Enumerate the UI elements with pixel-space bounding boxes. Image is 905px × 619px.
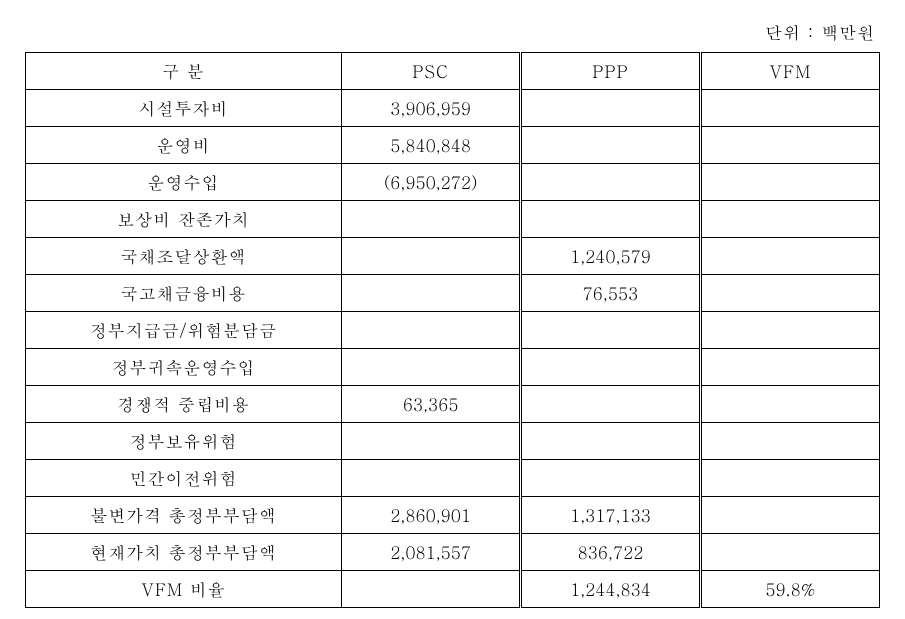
cell-psc: 2,081,557 [341, 534, 520, 571]
cell-ppp [521, 201, 700, 238]
table-row: 현재가치 총정부부담액 2,081,557 836,722 [26, 534, 880, 571]
cell-ppp: 1,240,579 [521, 238, 700, 275]
cell-category: 민간이전위험 [26, 460, 342, 497]
cell-vfm [700, 423, 879, 460]
unit-label: 단위 : 백만원 [25, 20, 880, 44]
cell-ppp [521, 312, 700, 349]
cell-vfm [700, 127, 879, 164]
cell-psc [341, 275, 520, 312]
cell-category: 국고채금융비용 [26, 275, 342, 312]
cell-vfm [700, 460, 879, 497]
cell-ppp [521, 164, 700, 201]
cell-psc: 5,840,848 [341, 127, 520, 164]
cell-ppp [521, 460, 700, 497]
cell-ppp: 76,553 [521, 275, 700, 312]
table-body: 시설투자비 3,906,959 운영비 5,840,848 운영수입 (6,95… [26, 90, 880, 608]
cell-category: 불변가격 총정부부담액 [26, 497, 342, 534]
cell-vfm: 59.8% [700, 571, 879, 608]
cell-psc [341, 312, 520, 349]
cell-vfm [700, 349, 879, 386]
cell-psc [341, 238, 520, 275]
cell-category: 국채조달상환액 [26, 238, 342, 275]
table-row: VFM 비율 1,244,834 59.8% [26, 571, 880, 608]
table-row: 국고채금융비용 76,553 [26, 275, 880, 312]
table-row: 정부보유위험 [26, 423, 880, 460]
cell-vfm [700, 90, 879, 127]
cell-psc [341, 423, 520, 460]
cell-category: 시설투자비 [26, 90, 342, 127]
cell-vfm [700, 238, 879, 275]
table-row: 국채조달상환액 1,240,579 [26, 238, 880, 275]
cell-psc [341, 571, 520, 608]
table-header-row: 구 분 PSC PPP VFM [26, 53, 880, 90]
col-header-category: 구 분 [26, 53, 342, 90]
cell-category: 현재가치 총정부부담액 [26, 534, 342, 571]
table-row: 시설투자비 3,906,959 [26, 90, 880, 127]
cell-category: 경쟁적 중립비용 [26, 386, 342, 423]
cell-vfm [700, 386, 879, 423]
cell-psc [341, 201, 520, 238]
col-header-vfm: VFM [700, 53, 879, 90]
cell-vfm [700, 164, 879, 201]
cell-category: 운영비 [26, 127, 342, 164]
table-row: 운영비 5,840,848 [26, 127, 880, 164]
cell-category: 정부보유위험 [26, 423, 342, 460]
cell-category: VFM 비율 [26, 571, 342, 608]
col-header-psc: PSC [341, 53, 520, 90]
cell-vfm [700, 497, 879, 534]
table-row: 운영수입 (6,950,272) [26, 164, 880, 201]
cell-psc [341, 460, 520, 497]
table-row: 불변가격 총정부부담액 2,860,901 1,317,133 [26, 497, 880, 534]
cell-psc: (6,950,272) [341, 164, 520, 201]
cell-ppp [521, 127, 700, 164]
table-row: 정부귀속운영수입 [26, 349, 880, 386]
cell-ppp: 836,722 [521, 534, 700, 571]
table-row: 경쟁적 중립비용 63,365 [26, 386, 880, 423]
cell-category: 정부지급금/위험분담금 [26, 312, 342, 349]
table-row: 보상비 잔존가치 [26, 201, 880, 238]
table-row: 정부지급금/위험분담금 [26, 312, 880, 349]
col-header-ppp: PPP [521, 53, 700, 90]
vfm-table: 구 분 PSC PPP VFM 시설투자비 3,906,959 운영비 5,84… [25, 52, 880, 608]
table-row: 민간이전위험 [26, 460, 880, 497]
cell-category: 보상비 잔존가치 [26, 201, 342, 238]
cell-category: 운영수입 [26, 164, 342, 201]
cell-psc: 2,860,901 [341, 497, 520, 534]
cell-psc: 3,906,959 [341, 90, 520, 127]
cell-ppp [521, 423, 700, 460]
cell-vfm [700, 534, 879, 571]
cell-psc [341, 349, 520, 386]
cell-ppp: 1,244,834 [521, 571, 700, 608]
cell-vfm [700, 312, 879, 349]
cell-psc: 63,365 [341, 386, 520, 423]
cell-vfm [700, 275, 879, 312]
cell-vfm [700, 201, 879, 238]
cell-ppp: 1,317,133 [521, 497, 700, 534]
cell-ppp [521, 349, 700, 386]
cell-category: 정부귀속운영수입 [26, 349, 342, 386]
cell-ppp [521, 90, 700, 127]
cell-ppp [521, 386, 700, 423]
